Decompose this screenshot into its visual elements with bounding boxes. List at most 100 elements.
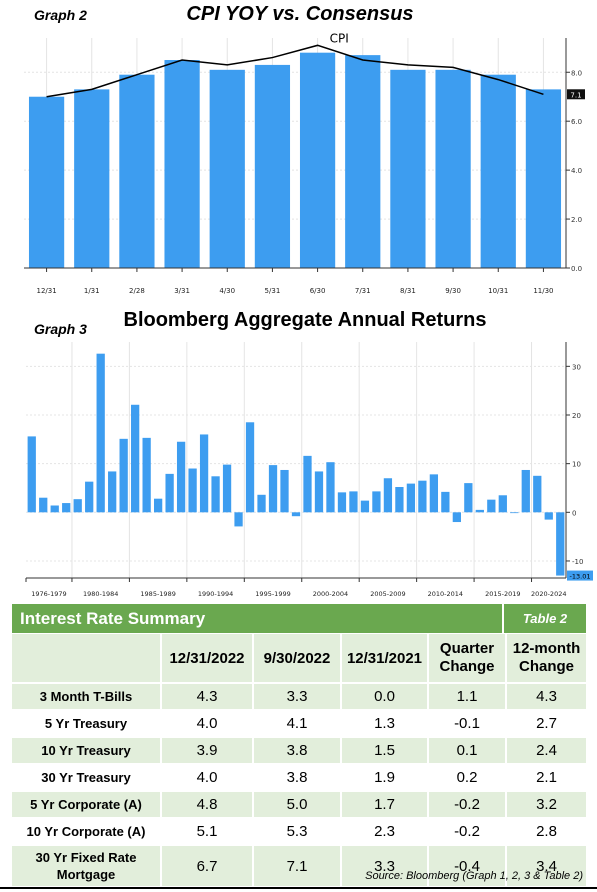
table-row: 30 Yr Treasury 4.0 3.8 1.9 0.2 2.1 [12, 764, 586, 791]
aggregate-returns-chart: 30 20 10 0 -10 1976-1979 1980-1984 1985-1989 199… [25, 342, 593, 598]
bottom-rule [0, 887, 597, 889]
table-cell: 5.3 [252, 818, 341, 845]
bar [50, 505, 59, 513]
bar [556, 512, 565, 576]
table-cell: 1.1 [427, 683, 506, 710]
source-note: Source: Bloomberg (Graph 1, 2, 3 & Table… [365, 870, 583, 882]
row-label: 3 Month T-Bills [12, 683, 161, 710]
bar [209, 69, 245, 269]
bar [345, 55, 381, 269]
y-tick-label: 30 [572, 363, 581, 371]
interest-rate-table: 12/31/2022 9/30/2022 12/31/2021 Quarter … [12, 634, 586, 886]
row-label: 10 Yr Corporate (A) [12, 818, 161, 845]
table-row: 5 Yr Treasury 4.0 4.1 1.3 -0.1 2.7 [12, 710, 586, 737]
table-title: Interest Rate Summary [20, 609, 206, 628]
col-header: 12/31/2021 [340, 634, 428, 683]
bar [257, 494, 266, 513]
table-cell: 5.1 [160, 818, 253, 845]
table-cell: 2.1 [505, 764, 586, 791]
last-value-tag [567, 570, 593, 581]
bar [142, 437, 151, 513]
table-cell: -0.2 [427, 818, 506, 845]
x-tick-label: 7/31 [355, 287, 371, 295]
bar [74, 89, 110, 268]
bar [314, 471, 324, 513]
bar [349, 491, 358, 513]
cpi-line [46, 44, 544, 98]
row-label: 30 Yr Treasury [12, 764, 161, 791]
graph2-label: Graph 2 [34, 7, 87, 23]
bar [62, 503, 71, 513]
table-cell: 4.0 [160, 764, 253, 791]
x-tick-label: 11/30 [533, 287, 553, 295]
y-tick-label: 8.0 [571, 69, 582, 77]
table-cell: -0.2 [427, 791, 506, 818]
table-cell: 0.2 [427, 764, 506, 791]
table-cell: 2.7 [505, 710, 586, 737]
x-tick-label: 1995-1999 [255, 590, 290, 598]
bar [390, 69, 426, 269]
bar [533, 475, 542, 513]
bar [245, 422, 255, 513]
table-cell: -0.1 [427, 710, 506, 737]
bar [360, 500, 370, 513]
col-header: 12-month Change [505, 634, 586, 683]
x-tick-label: 1976-1979 [31, 590, 66, 598]
table-cell: -0.4 [427, 845, 506, 886]
table-cell: 1.9 [340, 764, 428, 791]
bar [299, 52, 336, 269]
table-cell: 2.3 [340, 818, 428, 845]
x-tick-label: 3/31 [174, 287, 190, 295]
graph3-title: Bloomberg Aggregate Annual Returns [123, 309, 487, 331]
plot-area [26, 342, 566, 578]
bar [73, 499, 82, 513]
bar [498, 495, 507, 513]
y-tick-label: 0.0 [571, 265, 582, 273]
bar [164, 60, 200, 269]
bar [521, 469, 530, 513]
table-row: 30 Yr Fixed Rate Mortgage 6.7 7.1 3.3 -0.4 3.… [12, 845, 586, 886]
table-row: 5 Yr Corporate (A) 4.8 5.0 1.7 -0.2 3.2 [12, 791, 586, 818]
row-label: 5 Yr Treasury [12, 710, 161, 737]
bar [480, 74, 516, 268]
table-cell: 1.3 [340, 710, 428, 737]
bar [303, 455, 312, 513]
header-empty-cell [12, 634, 161, 683]
last-value-label: -13.01 [570, 573, 591, 581]
x-tick-label: 5/31 [265, 287, 281, 295]
bar [475, 509, 484, 513]
x-tick-label: 6/30 [310, 287, 326, 295]
x-tick-label: 2000-2004 [313, 590, 348, 598]
bar [280, 469, 289, 513]
bar [131, 404, 140, 513]
x-tick-label: 2015-2019 [485, 590, 520, 598]
y-tick-label: 20 [572, 412, 581, 420]
bar [119, 74, 155, 268]
col-header: 9/30/2022 [252, 634, 341, 683]
plot-area [24, 38, 566, 268]
bar [372, 491, 381, 513]
bar [383, 478, 393, 513]
bar [418, 480, 427, 513]
bar [544, 512, 553, 520]
x-tick-label: 1990-1994 [198, 590, 233, 598]
table-header-row: 12/31/2022 9/30/2022 12/31/2021 Quarter … [12, 634, 586, 683]
bar [165, 473, 174, 513]
graph3-label: Graph 3 [34, 321, 87, 337]
x-tick-label: 2/28 [129, 287, 145, 295]
table-cell: 4.0 [160, 710, 253, 737]
table-cell: 0.0 [340, 683, 428, 710]
bar [464, 483, 473, 513]
table-cell: 4.3 [505, 683, 586, 710]
bar [176, 441, 186, 513]
y-tick-label: -10 [572, 558, 583, 566]
x-tick-label: 12/31 [36, 287, 56, 295]
bar [96, 353, 105, 513]
table-cell: 3.3 [252, 683, 341, 710]
y-tick-label: 0 [572, 509, 576, 517]
table-row: 10 Yr Corporate (A) 5.1 5.3 2.3 -0.2 2.8 [12, 818, 586, 845]
bar [85, 481, 94, 513]
table-cell: 3.8 [252, 764, 341, 791]
table-row: 10 Yr Treasury 3.9 3.8 1.5 0.1 2.4 [12, 737, 586, 764]
table-row: 3 Month T-Bills 4.3 3.3 0.0 1.1 4.3 [12, 683, 586, 710]
